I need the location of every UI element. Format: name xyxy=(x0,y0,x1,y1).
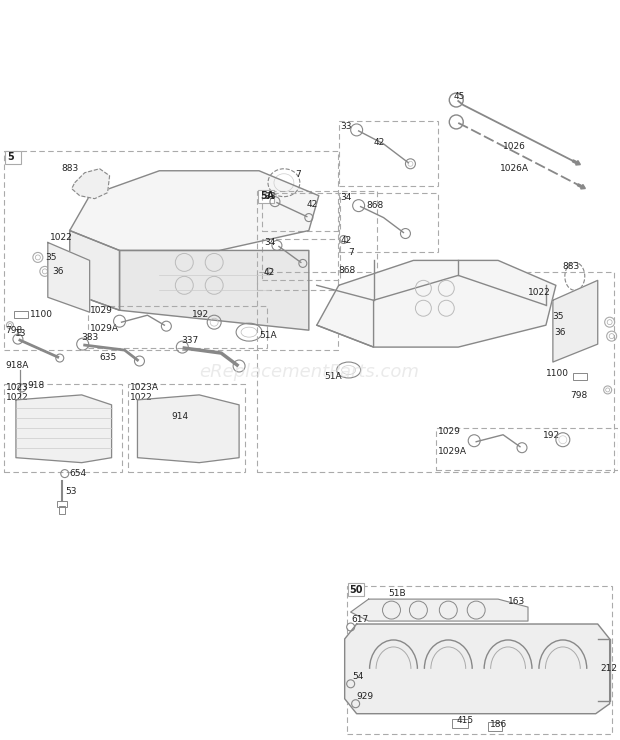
Bar xyxy=(4,384,122,471)
Text: 1022: 1022 xyxy=(528,288,551,297)
Text: 1022: 1022 xyxy=(50,233,73,242)
Text: 1100: 1100 xyxy=(546,369,569,378)
Bar xyxy=(5,151,21,164)
Text: 7: 7 xyxy=(348,248,355,257)
Text: 33: 33 xyxy=(341,122,352,132)
Text: 635: 635 xyxy=(100,352,117,362)
Text: 212: 212 xyxy=(601,665,618,673)
Bar xyxy=(348,583,363,596)
Bar xyxy=(347,586,612,733)
FancyArrow shape xyxy=(577,184,585,189)
Text: 35: 35 xyxy=(552,312,564,320)
Text: 617: 617 xyxy=(352,614,369,624)
Text: 918A: 918A xyxy=(5,360,29,369)
Text: 337: 337 xyxy=(181,336,198,345)
Text: 192: 192 xyxy=(543,431,560,440)
Bar xyxy=(164,418,186,430)
Polygon shape xyxy=(120,250,309,330)
Polygon shape xyxy=(351,599,528,621)
Text: 42: 42 xyxy=(307,200,318,209)
Text: 929: 929 xyxy=(356,692,374,702)
Text: 1023: 1023 xyxy=(6,383,29,392)
Polygon shape xyxy=(317,260,556,347)
Text: 45: 45 xyxy=(453,92,464,101)
Text: 1026A: 1026A xyxy=(500,164,529,173)
Text: 5: 5 xyxy=(7,152,14,162)
Text: 1022: 1022 xyxy=(6,394,29,403)
Text: 163: 163 xyxy=(508,596,525,605)
Bar xyxy=(339,192,438,252)
Text: 1029A: 1029A xyxy=(438,447,467,456)
Text: 868: 868 xyxy=(339,266,356,275)
Polygon shape xyxy=(345,624,609,713)
Text: 654: 654 xyxy=(69,469,87,478)
Text: 54: 54 xyxy=(353,673,364,682)
Text: 51B: 51B xyxy=(389,588,406,598)
Text: 51A: 51A xyxy=(325,372,342,382)
FancyArrow shape xyxy=(572,160,580,165)
Text: 53: 53 xyxy=(66,487,78,496)
Text: 192: 192 xyxy=(192,310,210,319)
Text: 1100: 1100 xyxy=(30,310,53,319)
Text: 1029: 1029 xyxy=(438,427,461,437)
Text: 35: 35 xyxy=(45,253,56,262)
Text: 798: 798 xyxy=(5,326,22,334)
Text: 1029: 1029 xyxy=(90,306,113,314)
Bar xyxy=(57,502,67,508)
Bar xyxy=(452,719,468,727)
Text: 50: 50 xyxy=(350,585,363,595)
Bar xyxy=(87,306,267,348)
Bar xyxy=(339,121,438,186)
Text: 1026: 1026 xyxy=(503,142,526,152)
Bar xyxy=(488,722,502,730)
Bar xyxy=(573,373,587,380)
Polygon shape xyxy=(16,395,112,462)
Bar xyxy=(14,312,28,318)
Text: 5A: 5A xyxy=(260,191,274,201)
Text: 415: 415 xyxy=(456,716,474,725)
Text: 7: 7 xyxy=(295,170,301,179)
Polygon shape xyxy=(69,171,319,250)
Polygon shape xyxy=(69,231,120,310)
Bar xyxy=(257,272,614,471)
Text: 798: 798 xyxy=(570,391,587,400)
Bar xyxy=(262,192,340,231)
Text: 13: 13 xyxy=(15,329,27,337)
Text: 42: 42 xyxy=(341,236,352,245)
Text: 383: 383 xyxy=(82,332,99,342)
Text: 918: 918 xyxy=(27,381,44,391)
Text: 51A: 51A xyxy=(259,331,277,340)
Text: 36: 36 xyxy=(52,267,63,276)
Polygon shape xyxy=(72,169,110,198)
Text: 883: 883 xyxy=(62,164,79,173)
Text: 1029A: 1029A xyxy=(90,323,118,333)
Bar xyxy=(436,428,618,470)
Text: 1022: 1022 xyxy=(130,394,153,403)
Text: 34: 34 xyxy=(341,193,352,202)
Polygon shape xyxy=(553,280,598,362)
Text: 34: 34 xyxy=(264,238,275,247)
Bar xyxy=(257,191,376,290)
Bar xyxy=(262,238,340,280)
Bar xyxy=(59,506,64,514)
Bar xyxy=(4,151,338,350)
Text: 914: 914 xyxy=(171,412,188,421)
Text: 33: 33 xyxy=(264,192,275,201)
Text: 868: 868 xyxy=(366,201,384,210)
Text: 883: 883 xyxy=(563,262,580,271)
Text: 186: 186 xyxy=(490,720,507,729)
Bar xyxy=(128,384,245,471)
Text: 42: 42 xyxy=(374,138,385,147)
Text: eReplacementParts.com: eReplacementParts.com xyxy=(199,363,418,381)
Polygon shape xyxy=(138,395,239,462)
Text: 42: 42 xyxy=(264,268,275,277)
Polygon shape xyxy=(48,243,90,312)
Bar xyxy=(258,189,274,203)
Text: 1023A: 1023A xyxy=(130,383,159,392)
Text: 36: 36 xyxy=(554,328,565,337)
